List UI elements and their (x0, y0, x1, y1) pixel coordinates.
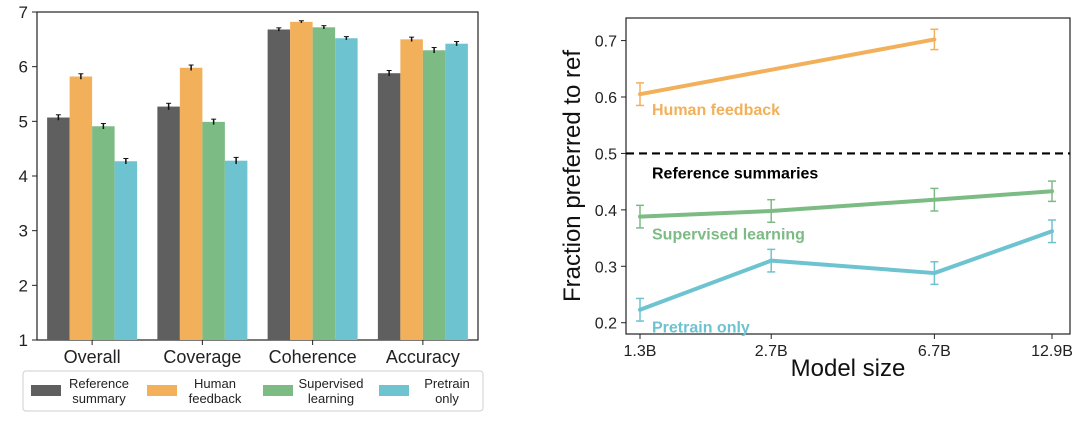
line-y-tick-label: 0.2 (595, 316, 617, 333)
bar-category-label: Accuracy (386, 347, 460, 367)
bar (422, 50, 446, 341)
line-x-tick-label: 1.3B (624, 343, 657, 360)
series-label-supervised-learning: Supervised learning (652, 227, 805, 244)
line-point (638, 92, 642, 97)
legend-swatch (31, 385, 61, 396)
bar-category-label: Coverage (163, 347, 241, 367)
bar-y-tick-label: 3 (19, 222, 28, 241)
bar (92, 126, 115, 341)
bar-chart: 1 2 3 4 5 6 7 Overall Coverage Coherence Accuracy… (19, 3, 484, 412)
line-x-axis-label: Model size (791, 355, 906, 382)
legend-label: feedback (189, 391, 242, 406)
line-y-tick-label: 0.7 (595, 34, 617, 51)
line-x-tick-label: 12.9B (1031, 343, 1073, 360)
reference-line-label: Reference summaries (652, 165, 818, 182)
bar (69, 76, 93, 341)
bar-y-tick-label: 5 (19, 112, 28, 131)
line-plot-frame (625, 17, 1071, 335)
legend-label: Supervised (298, 376, 363, 391)
line-series-group (636, 28, 1056, 322)
bar-category-label: Overall (64, 347, 121, 367)
bar-y-tick-label: 2 (19, 276, 28, 295)
line-point (638, 307, 642, 312)
bar (157, 106, 180, 340)
line-y-tick-label: 0.3 (595, 259, 617, 276)
line-point (932, 197, 937, 202)
legend-swatch (147, 385, 177, 396)
bar-y-tick-label: 6 (19, 58, 28, 77)
legend-frame (22, 370, 484, 412)
bar-series-group (47, 20, 468, 341)
line-point (638, 214, 642, 219)
line-point (769, 208, 774, 213)
line-point (1050, 189, 1054, 194)
bar (179, 67, 203, 340)
line-series (639, 229, 1053, 312)
bar-y-tick-label: 4 (19, 167, 28, 186)
legend-label: summary (72, 391, 126, 406)
line-point (769, 258, 774, 263)
line-x-tick-label: 2.7B (755, 343, 788, 360)
line-series (639, 37, 935, 97)
bar (224, 160, 248, 340)
bar-y-tick-label: 1 (19, 331, 28, 350)
bar (202, 121, 225, 340)
line-x-tick-label: 6.7B (918, 343, 951, 360)
bar (312, 27, 336, 340)
line-y-tick-label: 0.5 (595, 146, 617, 163)
legend-label: Reference (69, 376, 129, 391)
series-label-pretrain-only: Pretrain only (652, 320, 750, 337)
legend-label: Pretrain (424, 376, 470, 391)
line-series (639, 189, 1053, 219)
bar (114, 161, 138, 340)
line-chart: 0.2 0.3 0.4 0.5 0.6 0.7 1.3B 2.7B 6.7B 12.9B Model… (559, 17, 1073, 382)
legend-swatch (263, 385, 293, 396)
line-point (1050, 229, 1054, 234)
line-y-axis-label: Fraction preferred to ref (559, 50, 586, 302)
line-y-tick-label: 0.4 (595, 203, 617, 220)
bar (377, 73, 401, 340)
bar-category-label: Coherence (269, 347, 357, 367)
bar (267, 29, 291, 340)
legend-label: Human (194, 376, 236, 391)
legend-label: learning (308, 391, 354, 406)
bar (445, 43, 468, 340)
legend-swatch (379, 385, 409, 396)
bar (47, 117, 70, 340)
bar (400, 39, 423, 340)
bar-axes: 1 2 3 4 5 6 7 (19, 3, 479, 350)
line-point (932, 37, 937, 42)
bar (290, 21, 313, 341)
bar-category-labels: Overall Coverage Coherence Accuracy (64, 340, 460, 367)
line-series-labels: Human feedback Supervised learning Pretrai… (652, 102, 805, 337)
line-axes: 0.2 0.3 0.4 0.5 0.6 0.7 1.3B 2.7B 6.7B 12.9B Model… (559, 17, 1073, 382)
series-label-human-feedback: Human feedback (652, 102, 780, 119)
legend-label: only (435, 391, 459, 406)
line-y-tick-label: 0.6 (595, 90, 617, 107)
bar (335, 38, 358, 341)
line-point (932, 271, 937, 276)
bar-y-tick-label: 7 (19, 3, 28, 22)
